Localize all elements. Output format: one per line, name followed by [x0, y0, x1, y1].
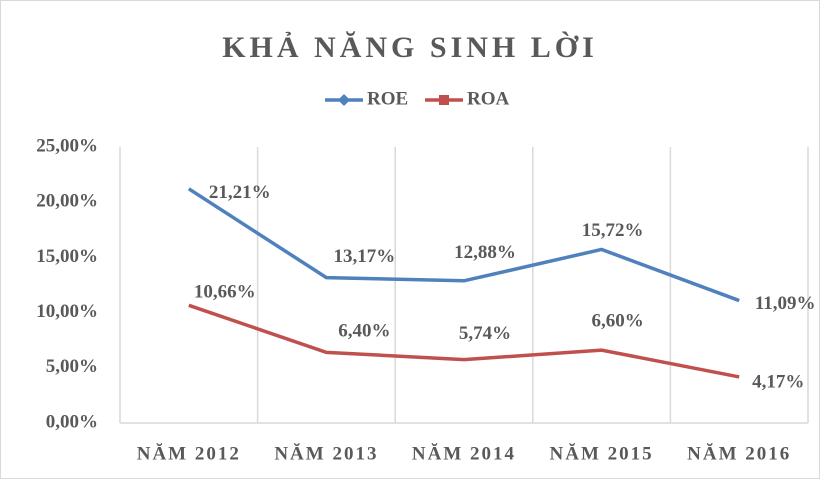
series-line	[188, 303, 740, 379]
legend-marker	[439, 95, 449, 105]
data-label: 21,21%	[209, 182, 271, 203]
data-label: 4,17%	[752, 371, 804, 392]
x-tick-label: NĂM 2012	[137, 442, 241, 464]
y-tick-label: 15,00%	[36, 246, 98, 267]
y-tick-label: 10,00%	[36, 301, 98, 322]
y-tick-label: 5,00%	[46, 356, 98, 377]
data-label: 12,88%	[454, 242, 516, 263]
data-label: 13,17%	[334, 246, 396, 267]
legend-label: ROA	[467, 88, 510, 109]
data-label: 6,40%	[338, 321, 390, 342]
x-tick-label: NĂM 2013	[274, 442, 378, 464]
x-tick-label: NĂM 2014	[412, 442, 516, 464]
legend-label: ROE	[367, 88, 408, 109]
data-label: 5,74%	[459, 323, 511, 344]
data-label: 11,09%	[755, 293, 816, 314]
data-label: 6,60%	[591, 310, 643, 331]
series-line	[187, 187, 740, 303]
legend-marker	[338, 94, 350, 106]
y-tick-label: 20,00%	[36, 191, 98, 212]
y-tick-label: 0,00%	[46, 411, 98, 432]
x-tick-label: NĂM 2015	[550, 442, 654, 464]
data-label: 10,66%	[194, 282, 256, 303]
data-label: 15,72%	[582, 220, 644, 241]
x-tick-label: NĂM 2016	[687, 442, 791, 464]
chart-title: KHẢ NĂNG SINH LỜI	[222, 31, 598, 64]
y-tick-label: 25,00%	[36, 135, 98, 156]
